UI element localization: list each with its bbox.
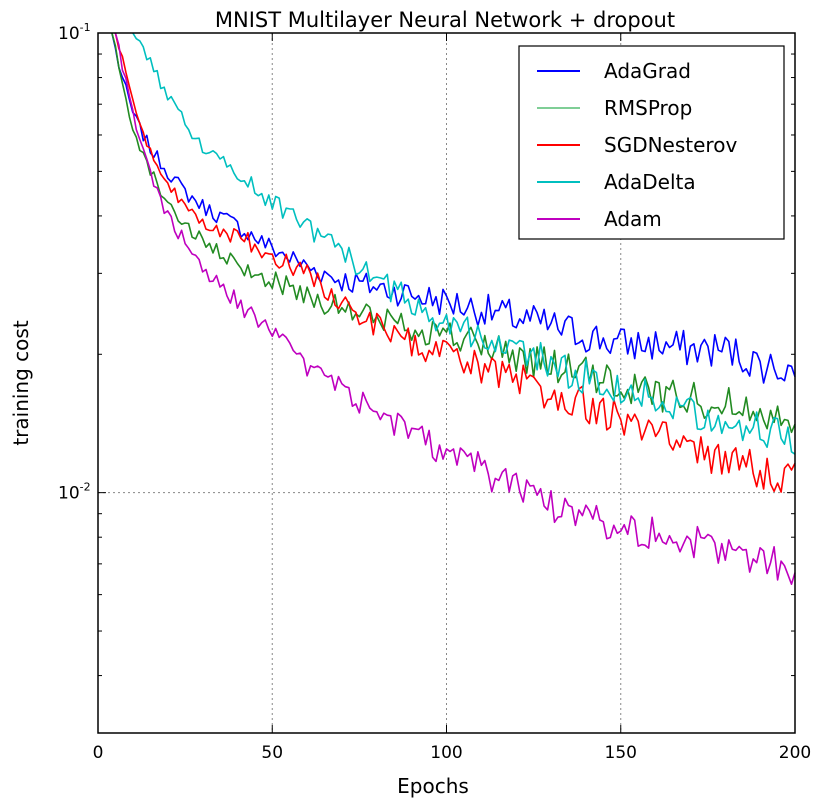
y-tick-labels: 10-1 10-2 xyxy=(58,21,91,504)
x-tick-label: 0 xyxy=(93,743,104,763)
x-axis-label: Epochs xyxy=(397,774,469,798)
y-tick-label: 10-2 xyxy=(58,481,91,504)
series-line-rmsprop xyxy=(111,32,796,434)
legend-label: RMSProp xyxy=(604,96,692,120)
x-tick-label: 100 xyxy=(430,743,462,763)
series-lines xyxy=(111,32,796,586)
series-line-sgdnesterov xyxy=(114,32,796,493)
legend-box xyxy=(518,45,785,240)
legend: AdaGrad RMSProp SGDNesterov AdaDelta Adam xyxy=(518,45,785,240)
legend-label: AdaDelta xyxy=(604,170,696,194)
legend-label: SGDNesterov xyxy=(604,133,737,157)
series-line-adam xyxy=(114,32,796,586)
x-tick-label: 50 xyxy=(261,743,283,763)
y-axis-label: training cost xyxy=(9,320,33,445)
series-line-adadelta xyxy=(132,32,796,455)
plot-frame xyxy=(97,32,796,734)
legend-label: AdaGrad xyxy=(604,59,691,83)
x-tick-label: 200 xyxy=(779,743,811,763)
chart-title: MNIST Multilayer Neural Network + dropou… xyxy=(215,8,675,32)
series-line-adagrad xyxy=(111,32,796,384)
legend-label: Adam xyxy=(604,207,662,231)
x-tick-label: 150 xyxy=(605,743,637,763)
x-tick-labels: 0 50 100 150 200 xyxy=(93,743,812,763)
y-tick-label: 10-1 xyxy=(58,21,91,44)
